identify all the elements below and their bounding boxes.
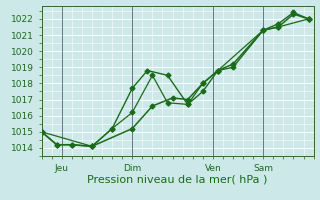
X-axis label: Pression niveau de la mer( hPa ): Pression niveau de la mer( hPa ) <box>87 174 268 184</box>
